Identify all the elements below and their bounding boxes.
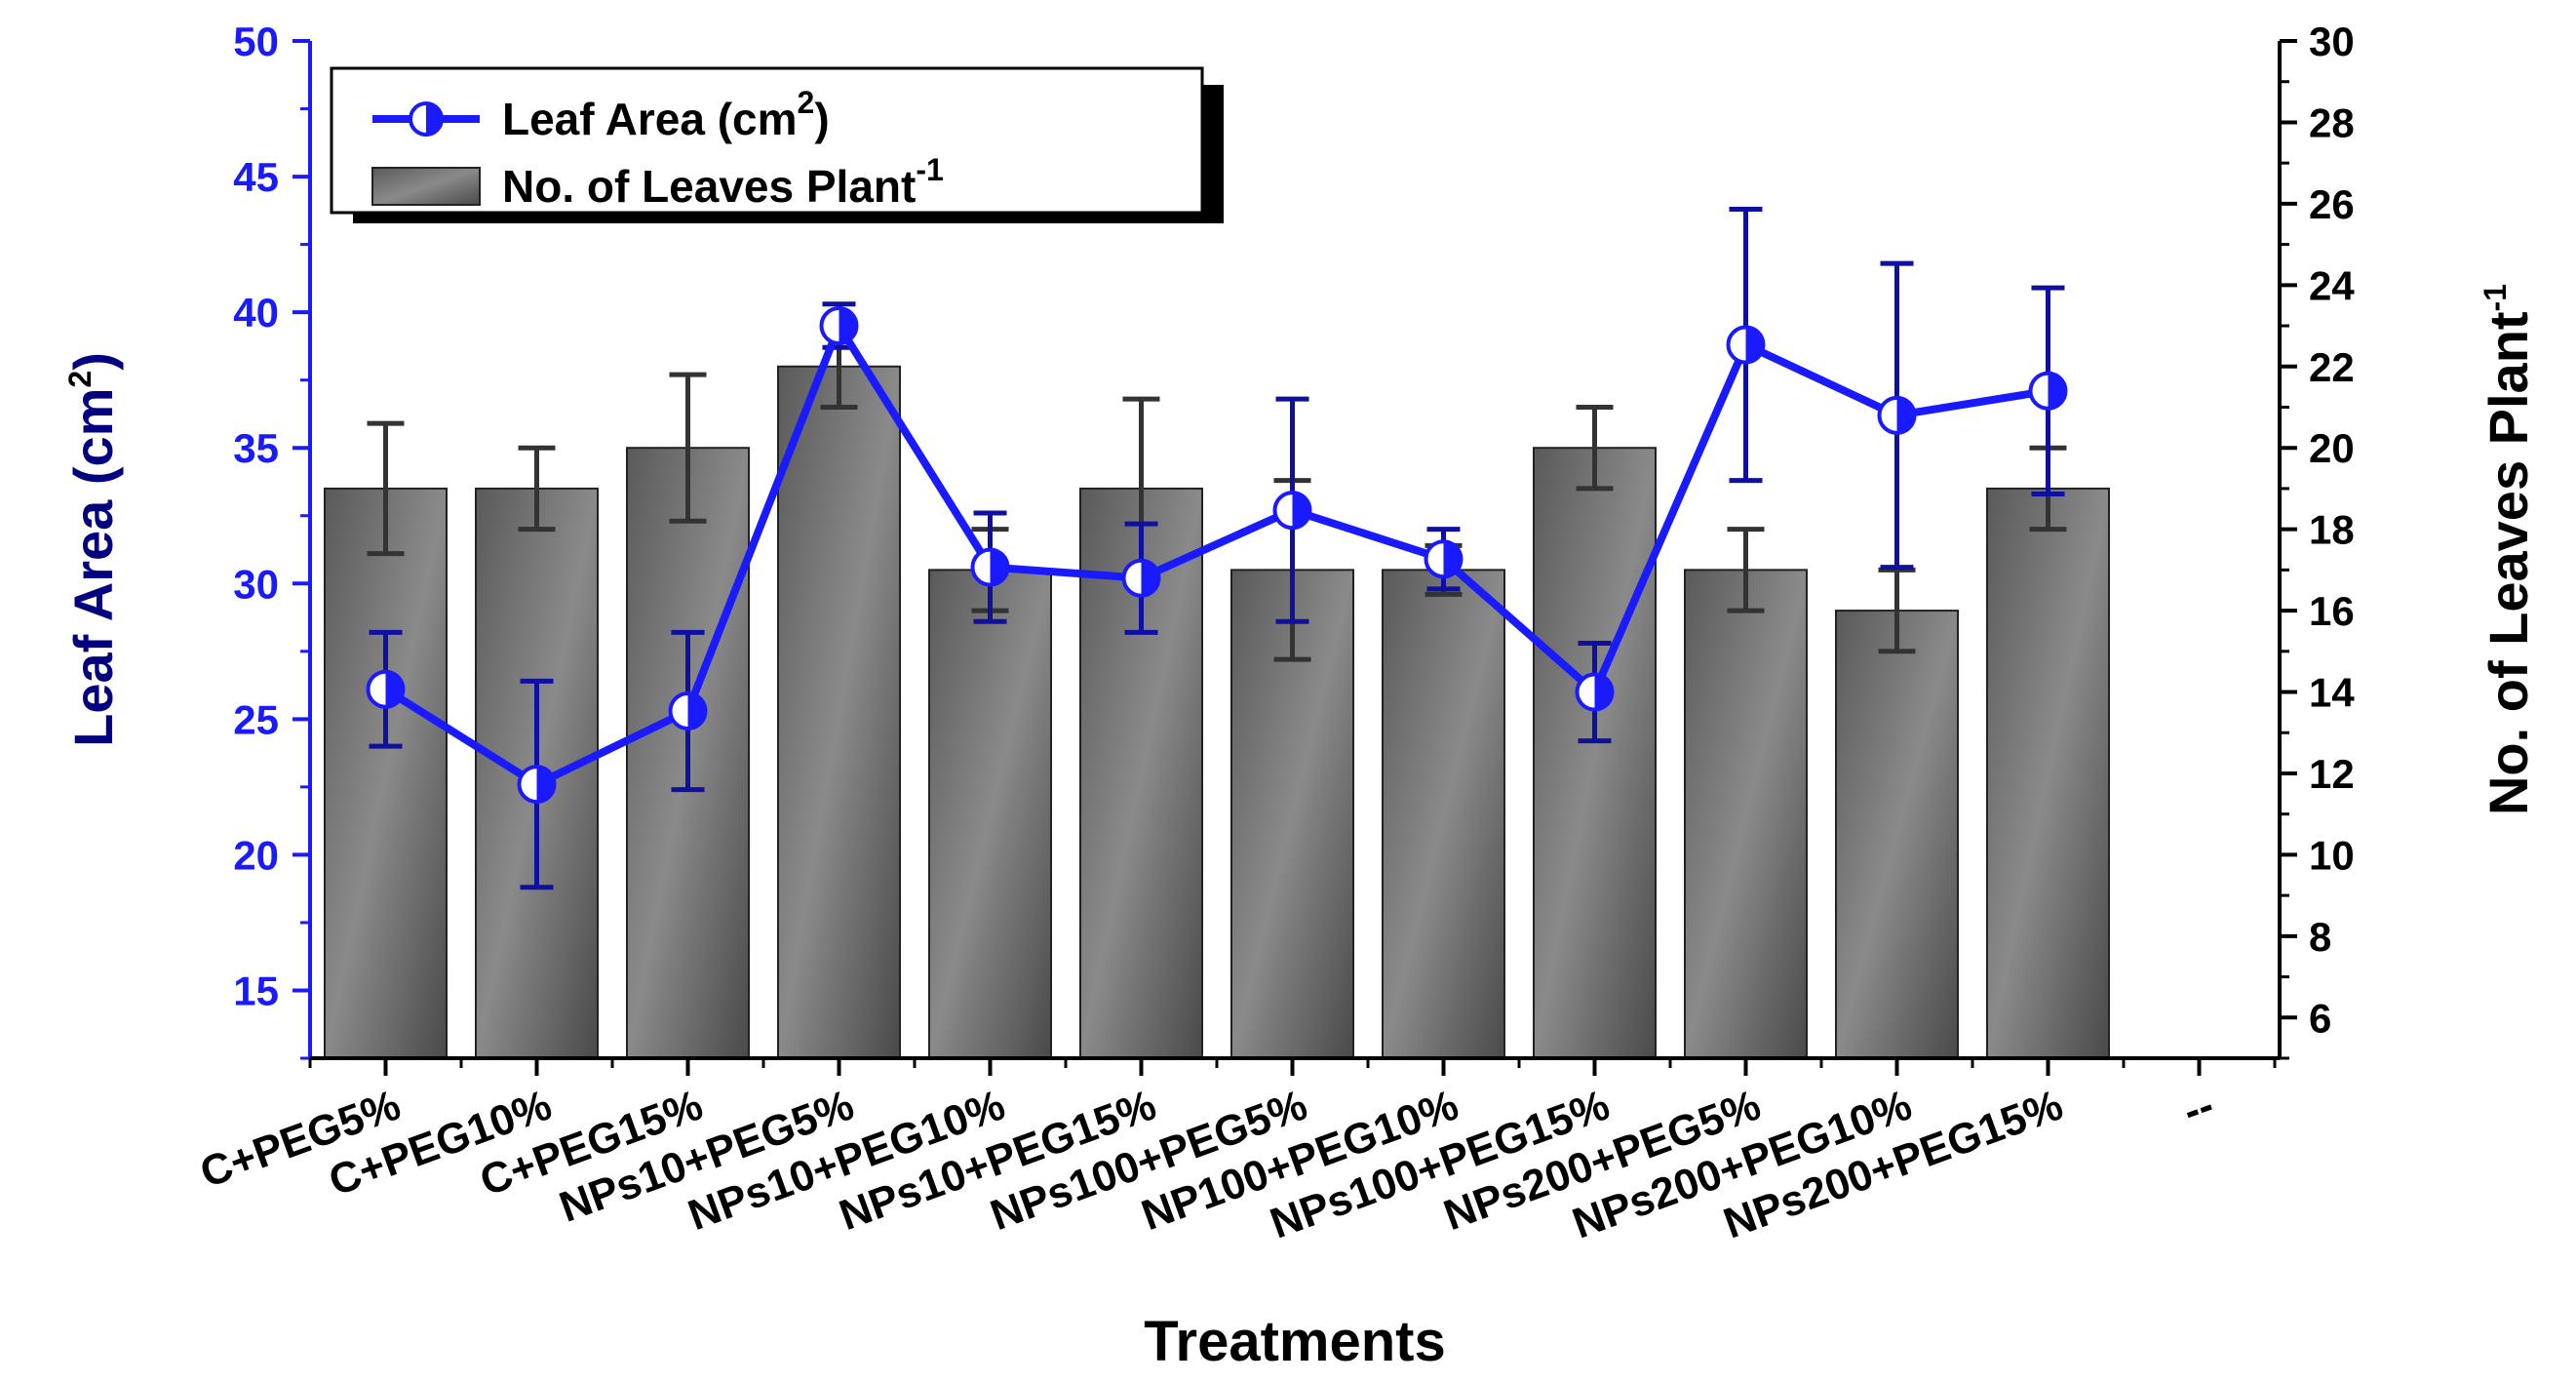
bar-error-2 [518,445,556,533]
marker-fill [385,671,404,707]
left-tick-label-40: 40 [233,290,279,336]
bar-5 [928,569,1052,1059]
left-tick-label-15: 15 [233,968,279,1013]
right-axis-title: No. of Leaves Plant-1 [2478,284,2539,815]
bar-error-3 [669,372,707,524]
x-tick-label-13: -- [2177,1081,2220,1135]
right-tick-label-22: 22 [2309,344,2355,390]
leaf-area-marker-8 [1424,539,1464,579]
marker-fill [536,767,555,803]
bar-11 [1835,610,1959,1060]
leaf-area-marker-11 [1877,395,1917,435]
marker-fill [1896,397,1915,433]
right-tick-label-14: 14 [2309,670,2355,716]
legend-bar-sample [371,167,481,206]
marker-fill [687,692,706,729]
bar-12 [1986,487,2110,1060]
line-layer [366,206,2068,890]
bar-error-1 [367,420,405,557]
marker-fill [426,103,442,135]
legend-label-leaf-area: Leaf Area (cm2) [502,85,830,144]
left-tick-label-35: 35 [233,425,279,471]
right-tick-label-16: 16 [2309,588,2355,634]
bar-10 [1684,569,1808,1059]
right-tick-label-10: 10 [2309,832,2355,878]
leaf-area-marker-5 [970,547,1010,587]
right-tick-label-20: 20 [2309,425,2355,471]
leaf-area-marker-6 [1121,558,1161,598]
right-tick-label-12: 12 [2309,751,2355,797]
left-tick-label-30: 30 [233,561,279,607]
bar-4 [777,365,901,1059]
leaf-area-marker-1 [366,669,406,709]
left-tick-label-25: 25 [233,696,279,742]
bar-error-9 [1576,404,1614,492]
leaf-area-line [383,322,2049,789]
leaf-area-marker-7 [1272,491,1312,531]
bar-9 [1533,447,1657,1059]
marker-fill [1594,674,1613,710]
legend: Leaf Area (cm2) No. of Leaves Plant-1 [330,66,1224,223]
left-axis-title: Leaf Area (cm2) [62,352,124,747]
right-tick-label-26: 26 [2309,181,2355,227]
right-tick-label-28: 28 [2309,99,2355,145]
bar-1 [324,487,448,1060]
legend-line-marker [409,101,444,137]
left-tick-label-50: 50 [233,19,279,64]
right-tick-label-6: 6 [2309,995,2331,1041]
leaf-area-marker-12 [2028,371,2068,411]
marker-fill [990,549,1008,585]
right-tick-label-18: 18 [2309,507,2355,553]
left-tick-label-20: 20 [233,832,279,878]
left-tick-label-45: 45 [233,154,279,200]
right-tick-label-8: 8 [2309,914,2331,960]
marker-fill [839,308,857,344]
legend-label-leaves: No. of Leaves Plant-1 [502,152,944,212]
leaf-area-marker-3 [668,691,708,731]
marker-fill [1745,327,1764,363]
leaf-area-marker-4 [819,306,859,346]
right-tick-label-30: 30 [2309,19,2355,64]
marker-fill [2048,373,2066,409]
bar-8 [1382,569,1505,1059]
leaf-area-marker-9 [1575,672,1615,712]
bars-layer [324,365,2110,1060]
bar-error-11 [1878,567,1916,654]
marker-fill [1292,493,1310,529]
right-tick-label-24: 24 [2309,262,2355,308]
leaf-area-marker-10 [1726,325,1766,365]
leaf-area-marker-2 [517,765,557,805]
marker-fill [1443,541,1462,577]
marker-fill [1141,560,1159,596]
x-axis-title: Treatments [1144,1310,1445,1373]
bar-error-10 [1727,527,1765,613]
